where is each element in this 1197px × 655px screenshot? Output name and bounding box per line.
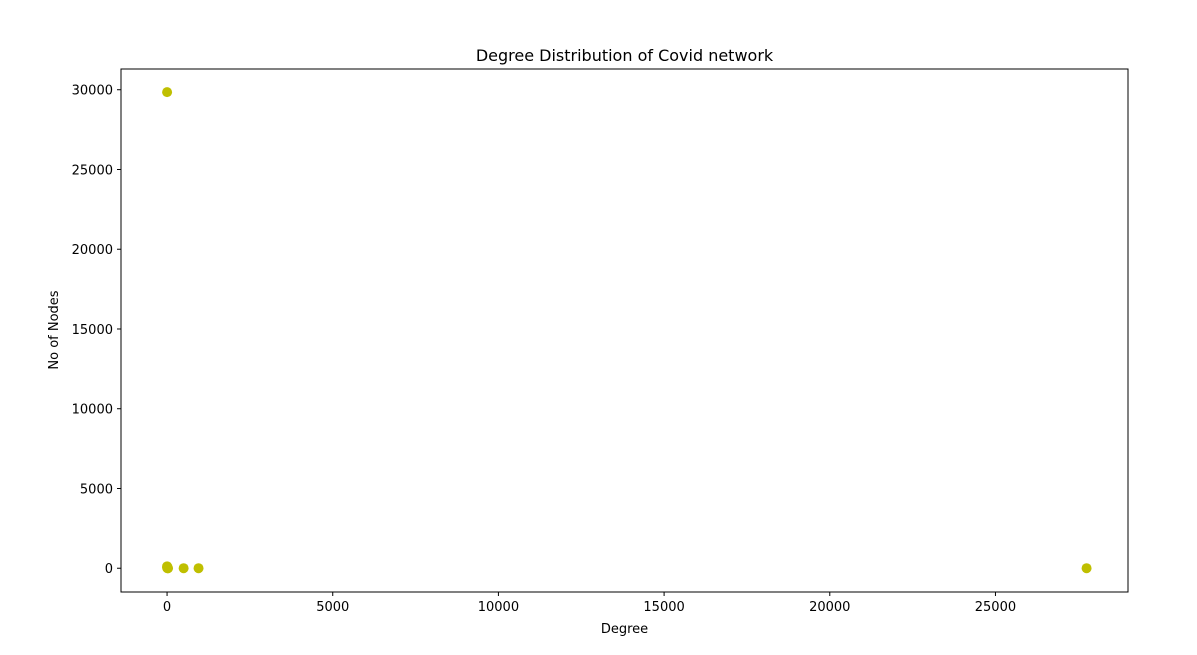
x-tick-label: 20000 (809, 600, 850, 615)
plot-area: 0 5000 10000 15000 20000 25000 0 5000 10000 1500… (72, 68, 1129, 615)
chart-title: Degree Distribution of Covid network (476, 46, 774, 65)
y-axis-ticks: 0 5000 10000 15000 20000 25000 30000 (72, 84, 121, 577)
data-points (162, 87, 1092, 574)
x-tick-label: 10000 (478, 600, 519, 615)
x-tick-label: 25000 (975, 600, 1016, 615)
data-point (1081, 563, 1092, 574)
data-point (193, 563, 204, 574)
x-axis-ticks: 0 5000 10000 15000 20000 25000 (163, 592, 1016, 615)
y-tick-label: 0 (105, 562, 113, 577)
x-tick-label: 0 (163, 600, 171, 615)
x-axis-label: Degree (601, 622, 648, 637)
y-tick-label: 20000 (72, 243, 113, 258)
y-tick-label: 10000 (72, 403, 113, 418)
y-tick-label: 30000 (72, 84, 113, 99)
y-tick-label: 5000 (80, 482, 113, 497)
data-point (163, 563, 174, 574)
x-tick-label: 5000 (316, 600, 349, 615)
x-tick-label: 15000 (643, 600, 684, 615)
y-axis-label: No of Nodes (47, 290, 62, 369)
data-point (162, 87, 173, 98)
data-point (178, 563, 189, 574)
y-tick-label: 15000 (72, 323, 113, 338)
plot-frame (120, 68, 1129, 593)
y-tick-label: 25000 (72, 163, 113, 178)
